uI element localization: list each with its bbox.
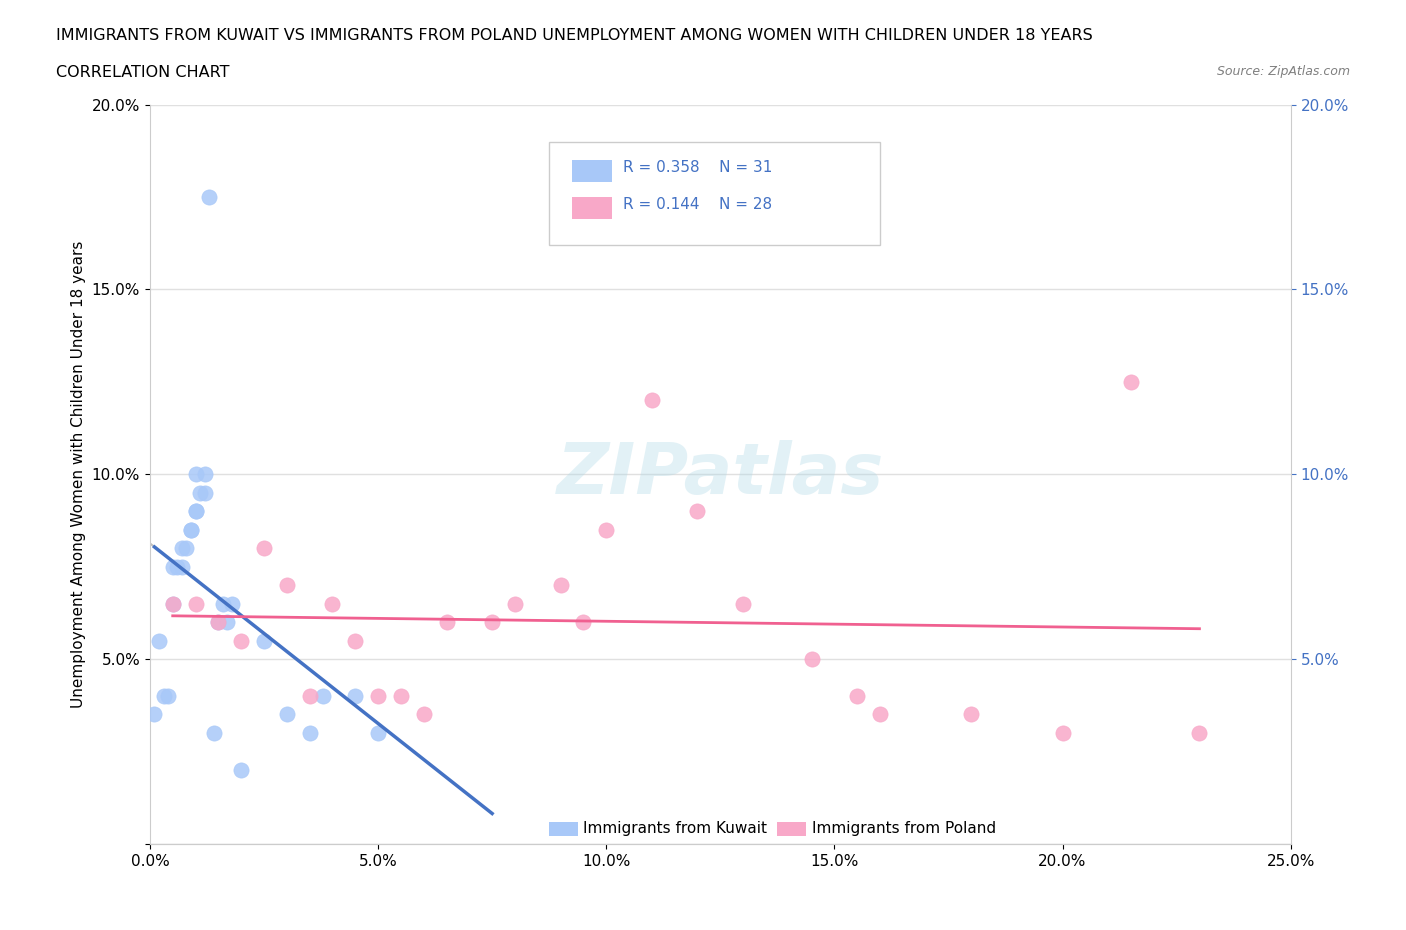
Text: Source: ZipAtlas.com: Source: ZipAtlas.com — [1216, 65, 1350, 78]
Bar — [550, 821, 578, 836]
Point — [312, 688, 335, 703]
Point — [253, 633, 276, 648]
Point — [152, 688, 174, 703]
Text: R = 0.358    N = 31: R = 0.358 N = 31 — [623, 160, 773, 175]
Point — [344, 688, 367, 703]
Point — [184, 504, 207, 519]
Point — [503, 596, 526, 611]
Point — [148, 633, 170, 648]
Point — [198, 190, 221, 205]
Point — [143, 707, 166, 722]
Point — [276, 578, 298, 592]
Point — [389, 688, 412, 703]
Text: Immigrants from Poland: Immigrants from Poland — [811, 821, 995, 836]
Point — [231, 763, 253, 777]
Point — [194, 485, 217, 500]
Point — [572, 615, 595, 630]
Point — [800, 652, 823, 667]
Point — [367, 688, 389, 703]
Point — [253, 540, 276, 555]
Text: Immigrants from Kuwait: Immigrants from Kuwait — [583, 821, 768, 836]
Point — [170, 559, 193, 574]
Point — [550, 578, 572, 592]
Point — [202, 725, 225, 740]
FancyBboxPatch shape — [550, 141, 880, 246]
Text: CORRELATION CHART: CORRELATION CHART — [56, 65, 229, 80]
Point — [846, 688, 869, 703]
Point — [180, 523, 202, 538]
Point — [412, 707, 434, 722]
Point — [686, 504, 709, 519]
Point — [166, 559, 188, 574]
Point — [595, 523, 617, 538]
Bar — [572, 160, 612, 182]
Point — [298, 688, 321, 703]
Point — [157, 688, 180, 703]
Point — [176, 540, 198, 555]
Point — [188, 485, 211, 500]
Point — [184, 504, 207, 519]
Point — [180, 523, 202, 538]
Point — [641, 392, 664, 407]
Point — [869, 707, 891, 722]
Point — [367, 725, 389, 740]
Point — [207, 615, 229, 630]
Text: ZIPatlas: ZIPatlas — [557, 440, 884, 509]
Point — [162, 596, 184, 611]
Bar — [572, 197, 612, 219]
Point — [276, 707, 298, 722]
Point — [298, 725, 321, 740]
Point — [436, 615, 458, 630]
Point — [1119, 375, 1142, 390]
Point — [194, 467, 217, 482]
Point — [221, 596, 243, 611]
Point — [184, 596, 207, 611]
Point — [481, 615, 503, 630]
Point — [217, 615, 239, 630]
Bar — [778, 821, 806, 836]
Text: R = 0.144    N = 28: R = 0.144 N = 28 — [623, 197, 772, 212]
Text: IMMIGRANTS FROM KUWAIT VS IMMIGRANTS FROM POLAND UNEMPLOYMENT AMONG WOMEN WITH C: IMMIGRANTS FROM KUWAIT VS IMMIGRANTS FRO… — [56, 28, 1092, 43]
Point — [162, 559, 184, 574]
Point — [344, 633, 367, 648]
Y-axis label: Unemployment Among Women with Children Under 18 years: Unemployment Among Women with Children U… — [72, 241, 86, 708]
Point — [1052, 725, 1074, 740]
Point — [184, 467, 207, 482]
Point — [231, 633, 253, 648]
Point — [960, 707, 983, 722]
Point — [733, 596, 755, 611]
Point — [321, 596, 343, 611]
Point — [212, 596, 235, 611]
Point — [207, 615, 229, 630]
Point — [162, 596, 184, 611]
Point — [170, 540, 193, 555]
Point — [1188, 725, 1211, 740]
